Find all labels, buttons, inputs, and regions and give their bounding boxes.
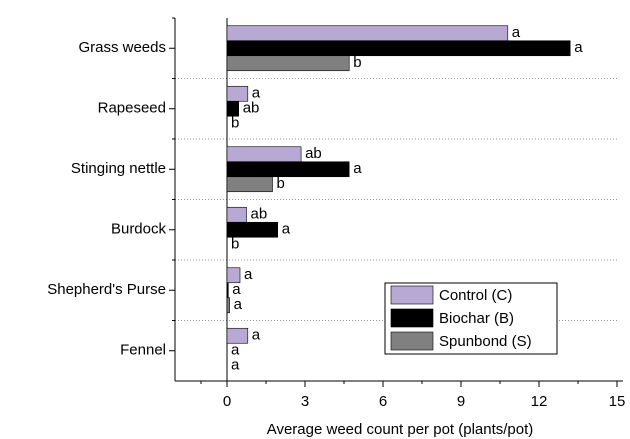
significance-letter: a (231, 357, 240, 374)
legend-label: Biochar (B) (439, 310, 514, 327)
significance-letter: b (231, 115, 239, 132)
bar (226, 221, 279, 238)
y-tick-label: Stinging nettle (71, 160, 166, 177)
bar (226, 282, 229, 299)
significance-letter: a (353, 160, 362, 177)
significance-letter: a (234, 296, 243, 313)
significance-letter: a (574, 39, 583, 56)
y-tick-label: Burdock (111, 221, 167, 238)
x-tick-label: 9 (457, 393, 465, 410)
bar (226, 25, 509, 42)
bar (226, 327, 249, 344)
legend-swatch (390, 308, 434, 328)
significance-letter: a (232, 281, 241, 298)
significance-letter: b (353, 54, 361, 71)
bar (226, 176, 273, 193)
significance-letter: a (252, 85, 261, 102)
x-tick-label: 12 (531, 393, 548, 410)
significance-letter: a (244, 266, 253, 283)
y-tick-label: Rapeseed (98, 100, 166, 117)
y-tick-label: Shepherd's Purse (47, 281, 166, 298)
x-tick-label: 15 (609, 393, 626, 410)
x-tick-label: 0 (223, 393, 231, 410)
y-tick-label: Grass weeds (78, 39, 166, 56)
bar (226, 206, 247, 223)
legend-label: Spunbond (S) (439, 333, 532, 350)
significance-letter: a (252, 327, 261, 344)
bar (226, 297, 230, 314)
bar (226, 146, 302, 163)
bar (226, 100, 239, 117)
bar (226, 161, 350, 178)
x-tick-label: 6 (379, 393, 387, 410)
legend-label: Control (C) (439, 287, 512, 304)
x-tick-label: 3 (301, 393, 309, 410)
significance-letter: a (512, 24, 521, 41)
legend-swatch (390, 285, 434, 305)
significance-letter: a (231, 342, 240, 359)
significance-letter: ab (251, 206, 268, 223)
significance-letter: ab (243, 100, 260, 117)
significance-letter: b (231, 236, 239, 253)
significance-letter: b (277, 175, 285, 192)
legend-swatch (390, 331, 434, 351)
significance-letter: a (282, 221, 291, 238)
bar (226, 55, 350, 72)
bar (226, 267, 241, 284)
y-tick-label: Fennel (120, 342, 166, 359)
bar (226, 40, 571, 57)
x-axis-label: Average weed count per pot (plants/pot) (267, 421, 534, 438)
significance-letter: ab (305, 145, 322, 162)
